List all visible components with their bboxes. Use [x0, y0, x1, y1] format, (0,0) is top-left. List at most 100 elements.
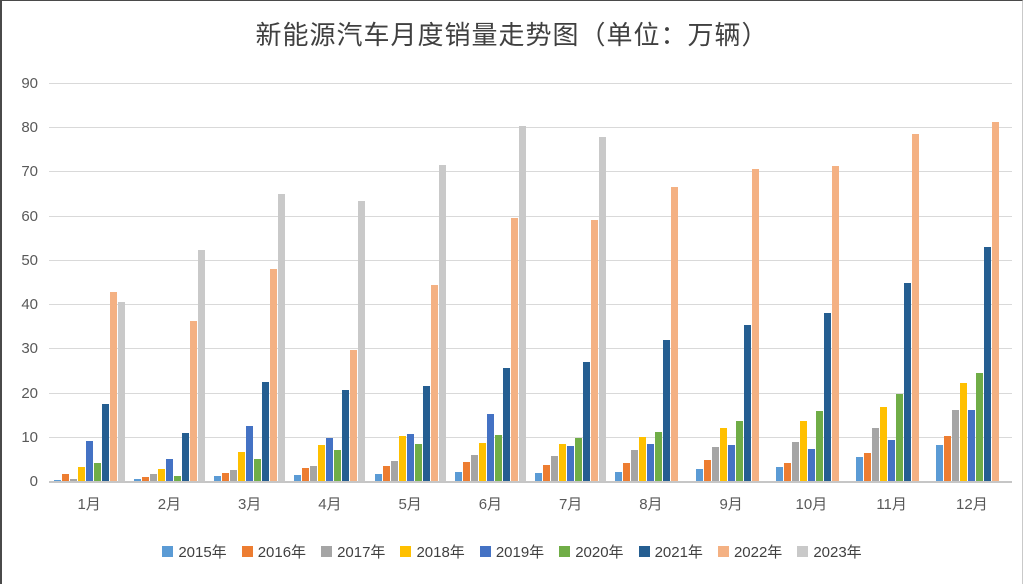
- gridline-20: [49, 392, 1012, 394]
- legend-label: 2018年: [416, 544, 465, 561]
- bar-2020年-6月: [494, 435, 502, 482]
- legend-label: 2023年: [813, 544, 862, 561]
- bar-group-8月: [611, 84, 691, 482]
- bar-2018年-10月: [799, 420, 807, 482]
- legend-label: 2020年: [575, 544, 624, 561]
- legend-swatch-icon: [797, 546, 809, 557]
- legend-swatch-icon: [321, 546, 333, 557]
- bar-2017年-4月: [310, 466, 318, 482]
- gridline-40: [49, 304, 1012, 306]
- x-tick-label-1月: 1月: [77, 496, 101, 513]
- bar-2020年-9月: [735, 420, 743, 482]
- bar-2022年-7月: [591, 220, 599, 482]
- legend: 2015年 2016年 2017年 2018年 2019年 2020年 2021年 2022年…: [2, 541, 1022, 562]
- x-tick-label-11月: 11月: [876, 496, 907, 513]
- bar-2020年-2月: [173, 476, 181, 482]
- y-tick-label-80: 80: [21, 119, 38, 137]
- bar-2020年-10月: [815, 411, 823, 482]
- x-tick-label-8月: 8月: [639, 496, 663, 513]
- legend-item-2015年: 2015年: [162, 541, 227, 562]
- bar-2023年-1月: [117, 302, 125, 482]
- bar-2020年-5月: [414, 444, 422, 482]
- bar-2018年-12月: [960, 382, 968, 482]
- bar-2021年-11月: [904, 283, 912, 482]
- bar-group-7月: [531, 84, 611, 482]
- x-tick-label-3月: 3月: [237, 496, 262, 513]
- bar-2015年-10月: [775, 466, 783, 482]
- bar-group-12月: [932, 84, 1012, 482]
- bar-2015年-8月: [615, 472, 623, 482]
- bar-2023年-4月: [358, 200, 366, 482]
- y-tick-label-40: 40: [21, 296, 38, 314]
- x-tick-label-5月: 5月: [398, 496, 422, 513]
- bar-2015年-2月: [133, 478, 141, 482]
- bar-2021年-5月: [422, 385, 430, 482]
- bar-group-11月: [852, 84, 932, 482]
- gridline-50: [49, 259, 1012, 261]
- bar-2021年-8月: [663, 340, 671, 482]
- bar-2019年-9月: [727, 445, 735, 482]
- x-tick-label-7月: 7月: [558, 496, 583, 513]
- x-tick-label-2月: 2月: [157, 496, 182, 513]
- legend-label: 2017年: [337, 544, 386, 561]
- bar-2015年-11月: [856, 457, 864, 482]
- bar-2022年-6月: [510, 218, 518, 482]
- bar-2023年-6月: [518, 125, 526, 482]
- bar-2017年-10月: [791, 441, 799, 482]
- bar-2022年-12月: [992, 122, 1000, 482]
- bar-2016年-9月: [703, 459, 711, 482]
- x-tick-label-4月: 4月: [318, 496, 342, 513]
- bar-2015年-1月: [53, 479, 61, 482]
- bar-group-6月: [450, 84, 530, 482]
- bar-2019年-8月: [647, 443, 655, 482]
- bar-2017年-6月: [470, 455, 478, 482]
- bar-2019年-10月: [807, 448, 815, 482]
- y-tick-label-60: 60: [21, 207, 38, 225]
- legend-item-2019年: 2019年: [479, 541, 544, 562]
- bar-2022年-2月: [189, 320, 197, 482]
- bar-2021年-7月: [583, 361, 591, 482]
- bar-group-5月: [370, 84, 450, 482]
- x-tick-label-9月: 9月: [719, 496, 743, 513]
- gridline-80: [49, 127, 1012, 129]
- bar-2019年-3月: [246, 426, 254, 482]
- bar-2021年-12月: [984, 247, 992, 482]
- bar-2017年-8月: [631, 450, 639, 482]
- bar-2017年-9月: [711, 446, 719, 482]
- bar-2020年-11月: [896, 393, 904, 482]
- bar-2016年-11月: [864, 453, 872, 482]
- bar-2023年-2月: [197, 249, 205, 482]
- bar-2017年-7月: [551, 455, 559, 482]
- bar-groups: [49, 84, 1012, 482]
- bar-2016年-5月: [382, 465, 390, 482]
- gridline-90: [49, 83, 1012, 84]
- bar-2016年-8月: [623, 463, 631, 482]
- bar-2015年-5月: [374, 474, 382, 482]
- legend-swatch-icon: [400, 546, 412, 557]
- bar-2022年-11月: [912, 134, 920, 482]
- bar-2018年-8月: [639, 437, 647, 482]
- bar-2017年-11月: [872, 428, 880, 482]
- chart-title: 新能源汽车月度销量走势图（单位：万辆）: [255, 21, 769, 50]
- bar-2017年-5月: [390, 461, 398, 482]
- bar-2022年-5月: [430, 284, 438, 482]
- bar-2018年-7月: [559, 443, 567, 482]
- bar-2022年-1月: [109, 291, 117, 482]
- legend-label: 2016年: [257, 544, 307, 561]
- bar-2019年-1月: [85, 441, 93, 482]
- bar-2016年-10月: [783, 462, 791, 482]
- bar-2015年-7月: [535, 473, 543, 482]
- bar-2020年-12月: [976, 373, 984, 482]
- bar-2017年-3月: [230, 469, 238, 482]
- bar-2020年-8月: [655, 432, 663, 482]
- bar-2018年-6月: [478, 442, 486, 482]
- bar-2015年-3月: [214, 476, 222, 482]
- y-tick-label-10: 10: [21, 428, 38, 446]
- bar-2016年-12月: [944, 436, 952, 482]
- legend-swatch-icon: [638, 546, 650, 557]
- bar-2019年-6月: [486, 413, 494, 482]
- bar-2020年-1月: [93, 463, 101, 482]
- y-tick-label-30: 30: [21, 340, 38, 358]
- bar-group-10月: [771, 84, 851, 482]
